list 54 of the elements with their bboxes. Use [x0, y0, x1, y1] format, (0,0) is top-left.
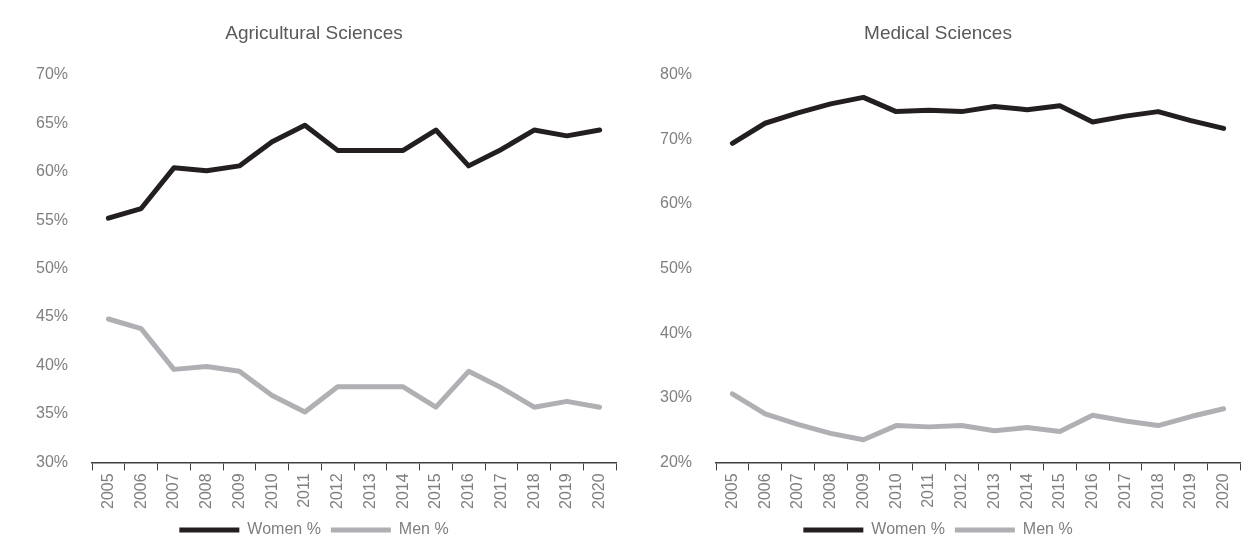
x-tick-label: 2019 — [557, 473, 575, 509]
y-tick-label: 30% — [35, 452, 69, 470]
x-tick-label: 2005 — [98, 473, 116, 509]
y-tick-label: 40% — [659, 323, 693, 341]
y-tick-label: 60% — [659, 194, 693, 212]
x-tick-label: 2010 — [886, 473, 904, 509]
y-tick-label: 70% — [659, 129, 693, 147]
x-tick-label: 2014 — [393, 473, 411, 509]
x-tick-label: 2008 — [197, 473, 215, 509]
x-tick-label: 2020 — [590, 473, 608, 509]
y-tick-label: 20% — [659, 452, 693, 470]
x-tick-label: 2006 — [755, 473, 773, 509]
x-tick-label: 2010 — [262, 473, 280, 509]
x-tick-label: 2012 — [952, 473, 970, 509]
x-tick-label: 2017 — [491, 473, 509, 509]
x-tick-label: 2019 — [1181, 473, 1199, 509]
x-tick-label: 2007 — [164, 473, 182, 509]
x-tick-label: 2016 — [1083, 473, 1101, 509]
chart-title: Medical Sciences — [864, 21, 1012, 43]
legend-label: Men % — [398, 520, 449, 538]
x-tick-label: 2009 — [229, 473, 247, 509]
x-tick-label: 2017 — [1115, 473, 1133, 509]
x-tick-label: 2006 — [131, 473, 149, 509]
x-tick-label: 2016 — [459, 473, 477, 509]
legend-label: Women % — [247, 520, 321, 538]
y-tick-label: 45% — [35, 307, 69, 325]
y-tick-label: 50% — [35, 259, 69, 277]
x-tick-label: 2020 — [1214, 473, 1232, 509]
x-tick-label: 2005 — [722, 473, 740, 509]
legend-label: Women % — [871, 520, 945, 538]
y-tick-label: 40% — [35, 355, 69, 373]
y-tick-label: 55% — [35, 210, 69, 228]
x-tick-label: 2013 — [360, 473, 378, 509]
x-tick-label: 2011 — [919, 473, 937, 508]
x-tick-label: 2015 — [426, 473, 444, 509]
x-tick-label: 2009 — [853, 473, 871, 509]
chart-title: Agricultural Sciences — [225, 21, 403, 43]
y-tick-label: 65% — [35, 113, 69, 131]
x-tick-label: 2015 — [1050, 473, 1068, 509]
x-tick-label: 2014 — [1017, 473, 1035, 509]
x-tick-label: 2011 — [295, 473, 313, 508]
y-tick-label: 70% — [35, 65, 69, 83]
x-tick-label: 2013 — [984, 473, 1002, 509]
x-tick-label: 2007 — [788, 473, 806, 509]
legend-label: Men % — [1022, 520, 1073, 538]
x-tick-label: 2018 — [1148, 473, 1166, 509]
y-tick-label: 50% — [659, 259, 693, 277]
x-tick-label: 2008 — [821, 473, 839, 509]
y-tick-label: 30% — [659, 388, 693, 406]
y-tick-label: 80% — [659, 65, 693, 83]
x-tick-label: 2018 — [524, 473, 542, 509]
x-tick-label: 2012 — [328, 473, 346, 509]
y-tick-label: 60% — [35, 162, 69, 180]
y-tick-label: 35% — [35, 404, 69, 422]
